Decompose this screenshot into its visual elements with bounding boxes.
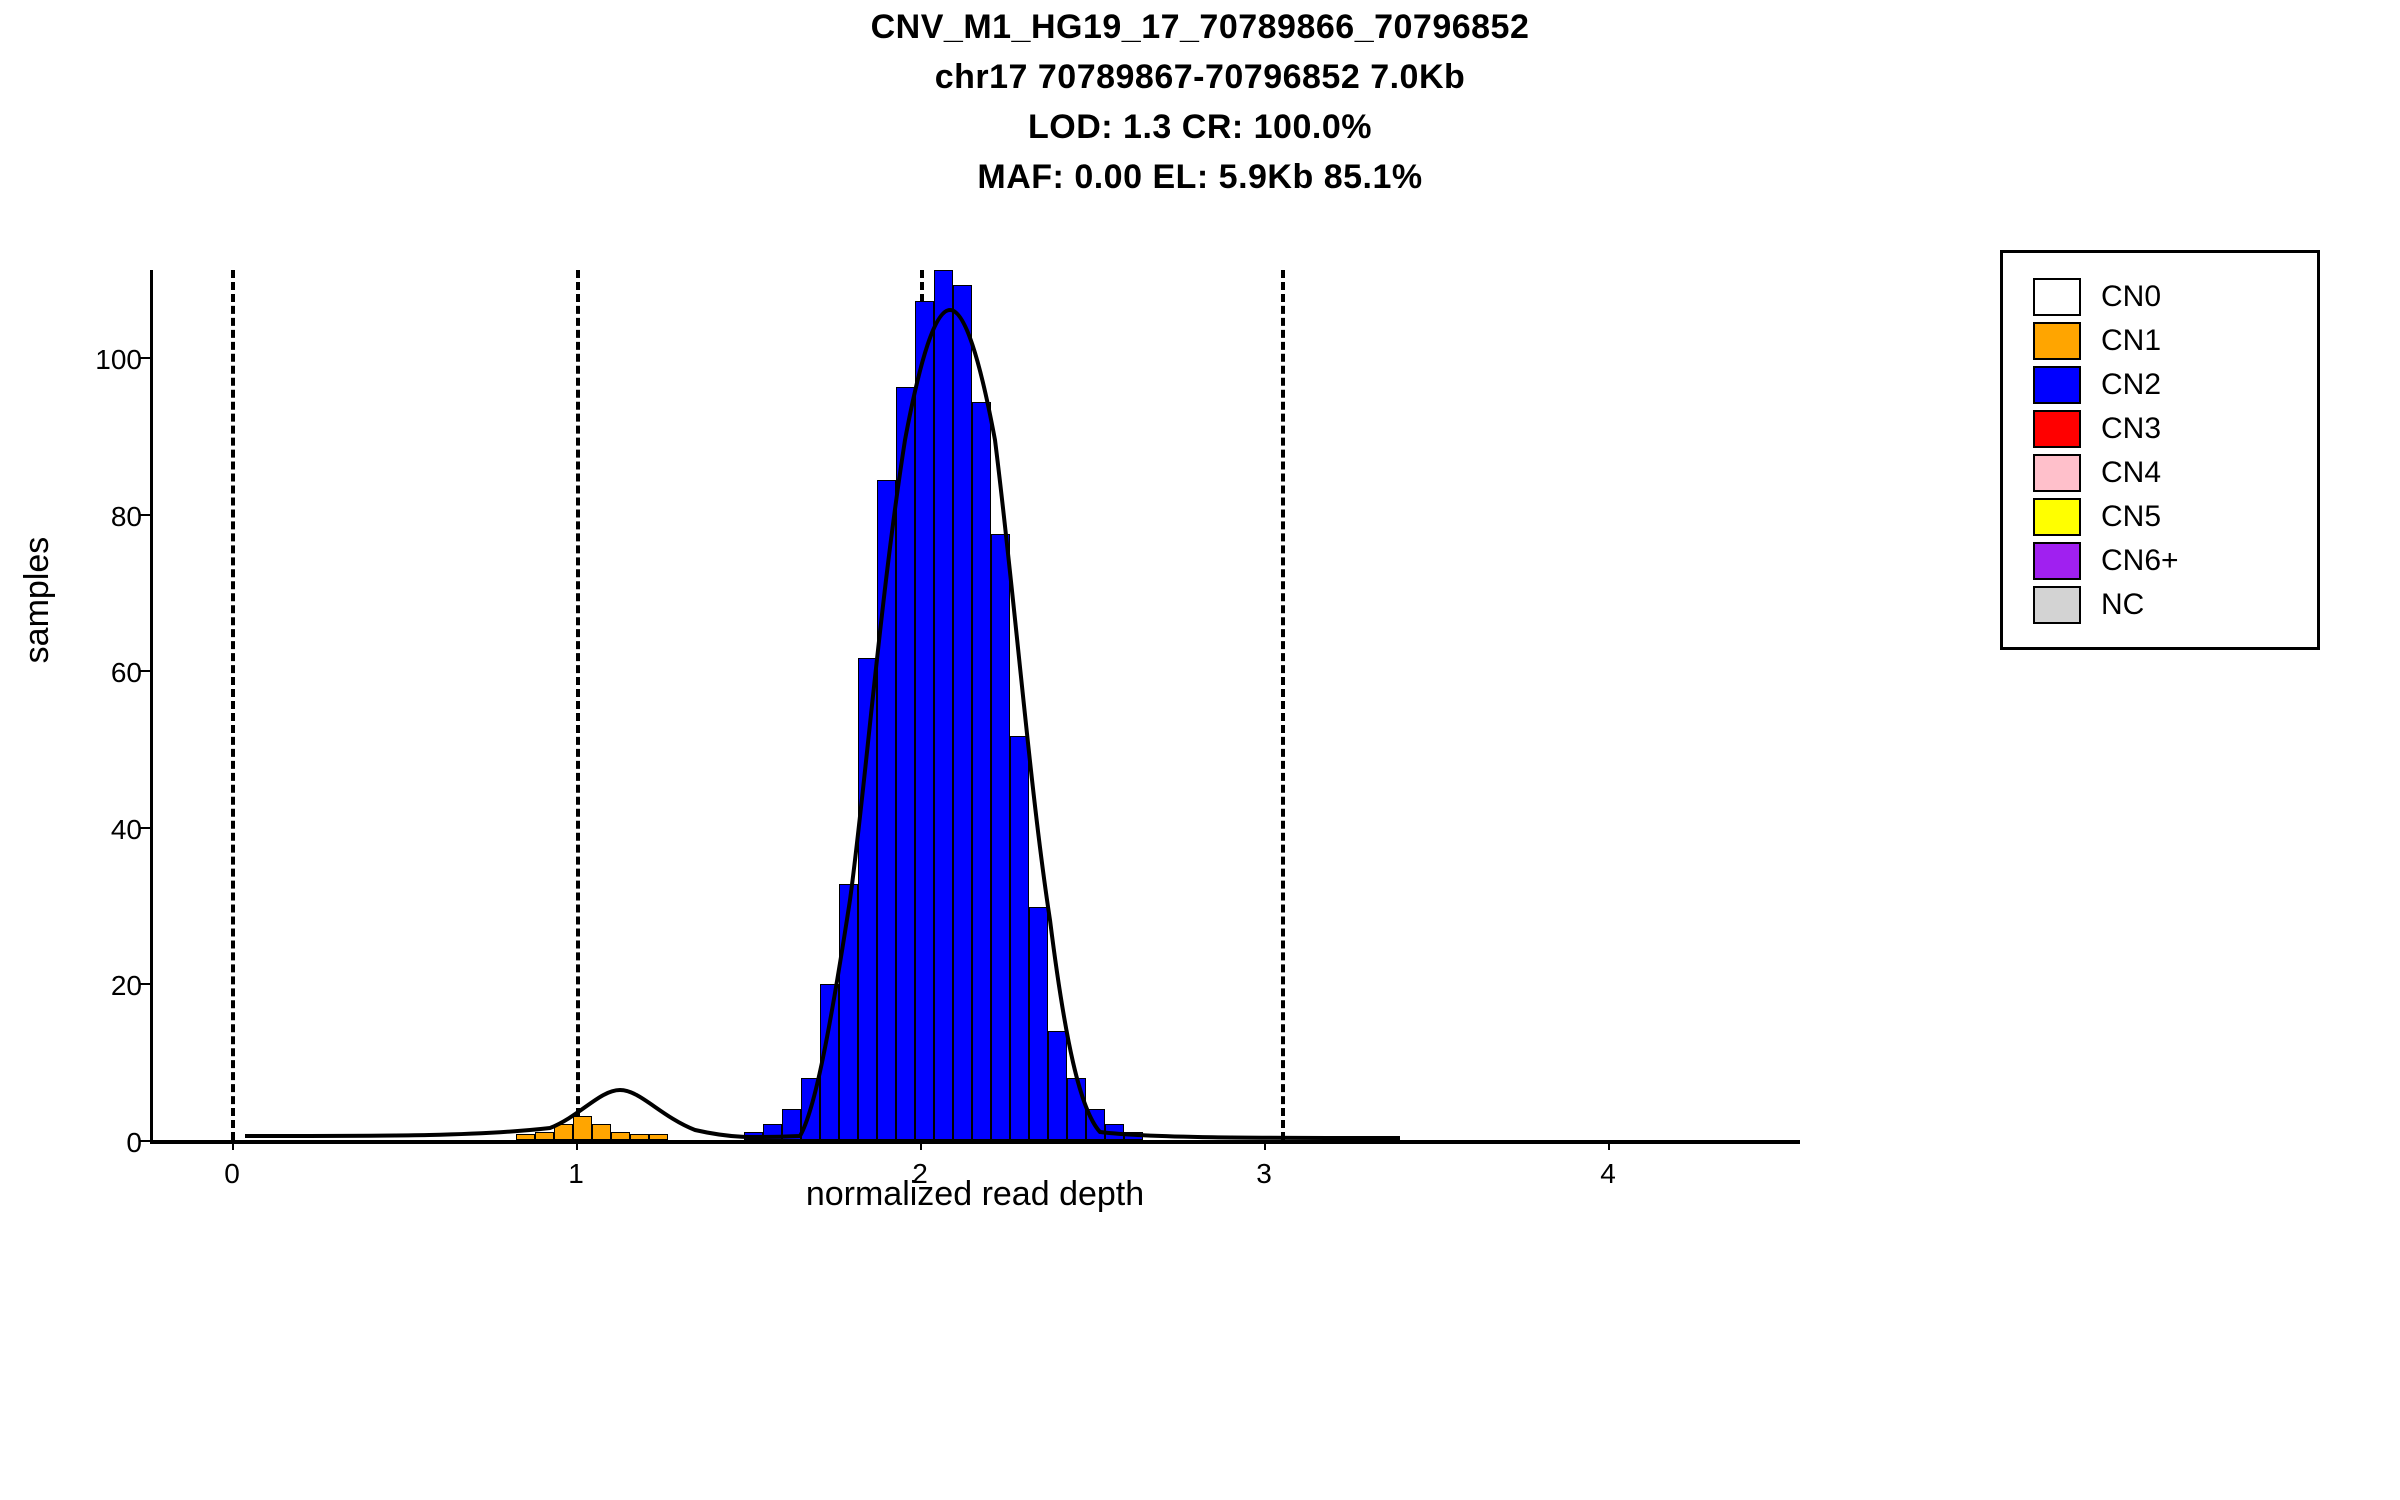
x-tick-0 bbox=[232, 1140, 234, 1150]
bar-cn2-2 bbox=[782, 1109, 801, 1140]
bar-cn2-4 bbox=[820, 984, 839, 1140]
bar-cn1-7 bbox=[649, 1134, 668, 1140]
legend-item-cn4: CN4 bbox=[2033, 451, 2161, 495]
x-tick-3 bbox=[1264, 1140, 1266, 1150]
bar-cn1-4 bbox=[592, 1124, 611, 1140]
x-tick-2 bbox=[920, 1140, 922, 1150]
x-tick-1 bbox=[576, 1140, 578, 1150]
bar-cn2-0 bbox=[744, 1132, 763, 1140]
bar-cn1-0 bbox=[516, 1134, 535, 1140]
legend-label-nc: NC bbox=[2101, 588, 2144, 622]
legend-item-cn3: CN3 bbox=[2033, 407, 2161, 451]
legend-swatch-cn2 bbox=[2033, 366, 2081, 404]
legend-label-cn2: CN2 bbox=[2101, 368, 2161, 402]
bar-cn1-1 bbox=[535, 1132, 554, 1140]
bar-cn2-1 bbox=[763, 1124, 782, 1140]
bar-cn2-12 bbox=[972, 402, 991, 1140]
legend-item-cn1: CN1 bbox=[2033, 319, 2161, 363]
bar-cn2-15 bbox=[1029, 907, 1048, 1140]
chart-title-line2: chr17 70789867-70796852 7.0Kb bbox=[0, 58, 2400, 97]
legend-label-cn5: CN5 bbox=[2101, 500, 2161, 534]
bar-cn1-5 bbox=[611, 1132, 630, 1140]
legend-swatch-cn1 bbox=[2033, 322, 2081, 360]
bar-cn2-11 bbox=[953, 285, 972, 1140]
legend-label-cn6plus: CN6+ bbox=[2101, 544, 2179, 578]
y-tick-label-20: 20 bbox=[92, 970, 142, 1002]
bar-cn2-5 bbox=[839, 884, 858, 1140]
cnv-histogram-chart: CNV_M1_HG19_17_70789866_70796852 chr17 7… bbox=[0, 0, 2400, 1500]
y-axis-line bbox=[150, 270, 153, 1140]
bar-cn2-8 bbox=[896, 387, 915, 1140]
legend-swatch-cn6plus bbox=[2033, 542, 2081, 580]
bar-cn2-18 bbox=[1086, 1109, 1105, 1140]
x-tick-4 bbox=[1608, 1140, 1610, 1150]
legend-item-nc: NC bbox=[2033, 583, 2144, 627]
legend-label-cn4: CN4 bbox=[2101, 456, 2161, 490]
y-tick-label-100: 100 bbox=[92, 344, 142, 376]
bar-cn2-17 bbox=[1067, 1078, 1086, 1140]
y-tick-label-60: 60 bbox=[92, 657, 142, 689]
bar-cn1-6 bbox=[630, 1134, 649, 1140]
legend-swatch-nc bbox=[2033, 586, 2081, 624]
bar-cn1-3 bbox=[573, 1116, 592, 1140]
chart-title-line4: MAF: 0.00 EL: 5.9Kb 85.1% bbox=[0, 158, 2400, 197]
legend-label-cn3: CN3 bbox=[2101, 412, 2161, 446]
chart-title-line3: LOD: 1.3 CR: 100.0% bbox=[0, 108, 2400, 147]
bar-cn2-16 bbox=[1048, 1031, 1067, 1140]
legend-label-cn0: CN0 bbox=[2101, 280, 2161, 314]
legend-swatch-cn0 bbox=[2033, 278, 2081, 316]
x-axis-line bbox=[150, 1140, 1800, 1144]
bar-cn2-13 bbox=[991, 534, 1010, 1140]
legend-item-cn2: CN2 bbox=[2033, 363, 2161, 407]
dashed-line-2 bbox=[1281, 270, 1285, 1140]
legend-box: CN0 CN1 CN2 CN3 CN4 CN5 CN6+ NC bbox=[2000, 250, 2320, 650]
y-tick-label-0: 0 bbox=[92, 1127, 142, 1159]
x-axis-title: normalized read depth bbox=[150, 1175, 1800, 1214]
chart-title-line1: CNV_M1_HG19_17_70789866_70796852 bbox=[0, 8, 2400, 47]
bar-cn1-2 bbox=[554, 1124, 573, 1140]
y-axis-title: samples bbox=[18, 450, 57, 750]
legend-label-cn1: CN1 bbox=[2101, 324, 2161, 358]
bar-cn2-6 bbox=[858, 658, 877, 1140]
legend-swatch-cn5 bbox=[2033, 498, 2081, 536]
legend-item-cn0: CN0 bbox=[2033, 275, 2161, 319]
bar-cn2-14 bbox=[1010, 736, 1029, 1140]
legend-item-cn6plus: CN6+ bbox=[2033, 539, 2179, 583]
bar-cn2-3 bbox=[801, 1078, 820, 1140]
legend-swatch-cn3 bbox=[2033, 410, 2081, 448]
y-tick-label-80: 80 bbox=[92, 501, 142, 533]
legend-swatch-cn4 bbox=[2033, 454, 2081, 492]
bar-cn2-7 bbox=[877, 480, 896, 1140]
bar-cn2-20 bbox=[1124, 1132, 1143, 1140]
dashed-line-0 bbox=[231, 270, 235, 1140]
plot-area: 0 20 40 60 80 100 0 1 2 3 4 bbox=[150, 270, 1800, 1140]
dashed-line-1 bbox=[576, 270, 580, 1140]
legend-item-cn5: CN5 bbox=[2033, 495, 2161, 539]
bar-cn2-10 bbox=[934, 270, 953, 1140]
bar-cn2-19 bbox=[1105, 1124, 1124, 1140]
bar-cn2-9 bbox=[915, 301, 934, 1140]
y-tick-label-40: 40 bbox=[92, 814, 142, 846]
